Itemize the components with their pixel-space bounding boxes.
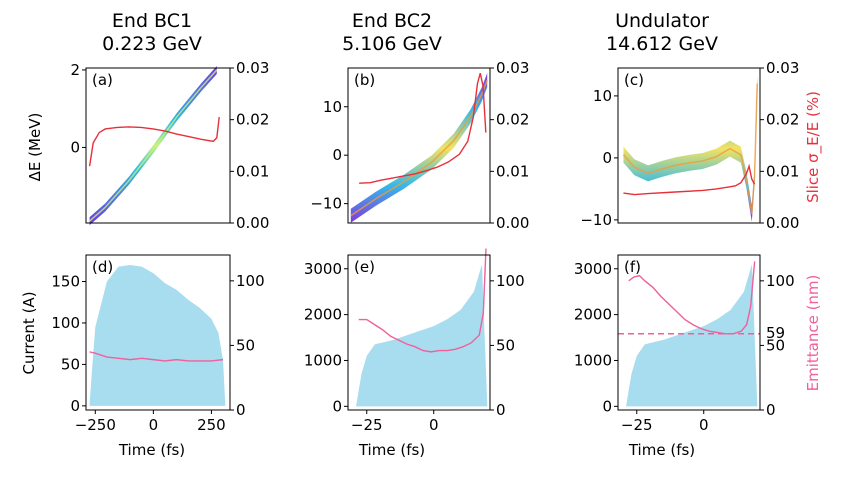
panel-a-y2tick-label: 0.01 — [236, 162, 269, 180]
panel-a-y2tick-label: 0.02 — [236, 111, 269, 129]
panel-f-emittance-line — [628, 261, 756, 335]
panel-d-xtick-label: 0 — [149, 416, 159, 434]
panel-c-phase-space-band — [623, 75, 758, 222]
panel-b-y2tick-label: 0.01 — [496, 162, 529, 180]
panel-f-frame — [617, 254, 761, 411]
panel-f-current-area — [626, 264, 758, 407]
panel-f-ytick-label: 3000 — [574, 260, 612, 278]
panel-a-ytick-label: 2 — [70, 61, 80, 79]
col1-title-line1: End BC1 — [112, 10, 192, 32]
panel-f-y2tick-label: 100 — [766, 272, 795, 290]
panel-d-y2tick-label: 0 — [236, 401, 246, 419]
panel-d-y2tick-label: 100 — [236, 272, 265, 290]
panel-d-label: (d) — [92, 258, 113, 276]
panel-d-xtick-label: −250 — [75, 416, 116, 434]
panel-b-y2tick-label: 0.02 — [496, 111, 529, 129]
panel-e-ytick-label: 0 — [332, 397, 342, 415]
panel-d-ytick-label: 150 — [51, 273, 80, 291]
panel-d-y2tick-label: 50 — [236, 336, 255, 354]
panel-e-y2tick-label: 50 — [496, 336, 515, 354]
xlabel-col1: Time (fs) — [118, 441, 185, 459]
panel-c-ytick-label: 0 — [602, 149, 612, 167]
panel-f-label: (f) — [624, 258, 641, 276]
panel-e-frame — [347, 254, 491, 411]
panel-b-phase-space-core — [350, 79, 488, 217]
panel-a-frame — [85, 67, 231, 224]
panel-e-ytick-label: 3000 — [304, 260, 342, 278]
panel-e-emittance-line — [358, 248, 487, 353]
panel-f-ytick-label: 0 — [602, 397, 612, 415]
panel-b-y2tick-label: 0.00 — [496, 214, 529, 232]
panel-f-xtick-label: −25 — [621, 416, 653, 434]
panel-c-ytick-label: 10 — [593, 87, 612, 105]
col2-title-line2: 5.106 GeV — [342, 33, 442, 55]
row1-right-ylabel: Slice σ_E/E (%) — [804, 91, 823, 203]
panels: 200.000.010.020.03(a)100−100.000.010.020… — [51, 59, 799, 434]
panel-d-xtick-label: 250 — [197, 416, 226, 434]
panel-b-ytick-label: 0 — [332, 146, 342, 164]
panel-b-slice-spread-line — [359, 72, 487, 184]
panel-a-ytick-label: 0 — [70, 138, 80, 156]
panel-a-phase-space-band — [89, 65, 217, 226]
panel-f-ytick-label: 1000 — [574, 351, 612, 369]
panel-c-y2tick-label: 0.01 — [766, 162, 799, 180]
row2-left-ylabel: Current (A) — [20, 291, 38, 374]
panel-d-emittance-line — [89, 351, 224, 362]
col3-title-line1: Undulator — [615, 10, 709, 32]
panel-d-ytick-label: 100 — [51, 314, 80, 332]
panel-f-ytick-label: 2000 — [574, 306, 612, 324]
panel-f-y2tick-label: 0 — [766, 401, 776, 419]
panel-c-y2tick-label: 0.00 — [766, 214, 799, 232]
panel-b-ytick-label: 10 — [323, 98, 342, 116]
panel-b-ytick-label: −10 — [310, 195, 342, 213]
panel-e-y2tick-label: 0 — [496, 401, 506, 419]
row1-left-ylabel: ΔE (MeV) — [26, 113, 44, 182]
panel-e-xtick-label: −25 — [351, 416, 383, 434]
panel-c-phase-space-core — [622, 83, 759, 214]
panel-e-xtick-label: 0 — [429, 416, 439, 434]
xlabel-col3: Time (fs) — [628, 441, 695, 459]
panel-f-reference-label: 59 — [766, 324, 785, 342]
panel-a-slice-spread-line — [88, 117, 220, 167]
panel-d-frame — [85, 254, 231, 411]
panel-b-frame — [347, 67, 491, 224]
panel-e-current-area — [356, 264, 488, 407]
panel-a-phase-space-core — [89, 69, 218, 222]
panel-a-y2tick-label: 0.00 — [236, 214, 269, 232]
panel-b-phase-space-band — [350, 73, 488, 223]
panel-e-label: (e) — [354, 258, 375, 276]
panel-c-label: (c) — [624, 71, 644, 89]
panel-f-y2tick-label: 50 — [766, 336, 785, 354]
panel-c-y2tick-label: 0.03 — [766, 59, 799, 77]
panel-e-ytick-label: 1000 — [304, 351, 342, 369]
panel-e-ytick-label: 2000 — [304, 306, 342, 324]
col3-title-line2: 14.612 GeV — [606, 33, 718, 55]
panel-d-ytick-label: 0 — [70, 397, 80, 415]
col1-title-line2: 0.223 GeV — [102, 33, 202, 55]
panel-c-slice-spread-line — [623, 163, 756, 196]
col2-title-line1: End BC2 — [352, 10, 432, 32]
panel-c-ytick-label: −10 — [580, 211, 612, 229]
panel-e-y2tick-label: 100 — [496, 272, 525, 290]
panel-b-y2tick-label: 0.03 — [496, 59, 529, 77]
panel-b-label: (b) — [354, 71, 375, 89]
panel-d-ytick-label: 50 — [61, 355, 80, 373]
xlabel-col2: Time (fs) — [358, 441, 425, 459]
panel-c-frame — [617, 67, 761, 224]
panel-f-xtick-label: 0 — [699, 416, 709, 434]
panel-d-current-area — [89, 264, 226, 406]
panel-a-label: (a) — [92, 71, 113, 89]
panel-c-y2tick-label: 0.02 — [766, 111, 799, 129]
row2-right-ylabel: Emittance (nm) — [804, 275, 822, 392]
panel-a-y2tick-label: 0.03 — [236, 59, 269, 77]
